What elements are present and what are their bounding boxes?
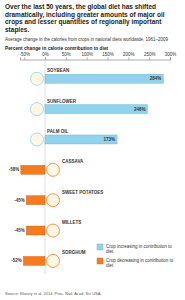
legend-label: Crop decreasing in contribution todiet [106,258,174,268]
data-label: 173% [104,137,116,142]
bar [45,135,117,144]
bar [45,74,163,83]
x-axis: -50% 0% 50% 100% 150% 200% 250% 300% [19,52,176,60]
text-line: Crop increasing in contribution to [106,244,172,249]
data-label: 284% [150,76,162,81]
tick: 300% [165,52,177,60]
data-label: -58% [9,167,20,172]
tick-label: 50% [62,52,71,57]
title: Over the last 50 years, the global diet … [5,3,165,34]
legend: Crop increasing in contribution todietCr… [97,244,174,268]
crop-icon [47,163,60,176]
tick-mark [108,58,109,60]
category-label: SWEET POTATOES [62,190,103,195]
tick: 200% [123,52,135,60]
labels: SOYBEAN 284% SUNFLOWER 246% PALM OIL 173% CASS… [9,68,162,263]
crop-icon [47,224,60,237]
tick-label: 200% [123,52,135,57]
category-label: SUNFLOWER [47,99,77,104]
tick: 0% [42,52,49,60]
data-label: -52% [11,258,22,263]
bar [21,165,45,174]
legend-label: Crop increasing in contribution todiet [106,244,172,254]
tick-label: 250% [144,52,156,57]
text-line: Average change in the calories from crop… [5,37,169,42]
crop-icon [47,194,60,207]
crop-icon [31,103,44,116]
source: Source: Khoury et al. 2014. Proc. Natl. … [5,291,102,296]
category-label: SOYBEAN [47,68,69,73]
text-line: Crop decreasing in contribution to [106,258,174,263]
legend-swatch [97,258,103,264]
data-label: -45% [14,198,25,203]
axis-title: Percent change in calorie contribution t… [5,46,109,51]
tick-label: 150% [102,52,114,57]
tick-label: -50% [19,52,30,57]
tick-label: 0% [42,52,49,57]
tick-label: 100% [81,52,93,57]
category-label: MILLETS [62,220,81,225]
tick: -50% [19,52,30,60]
tick-mark [128,58,129,60]
tick-label: 300% [165,52,177,57]
text-line: diet [106,263,114,268]
subtitle: Average change in the calories from crop… [5,37,169,42]
bar [23,256,45,265]
tick: 50% [62,52,71,60]
crop-icon [31,133,44,146]
bar [45,105,148,114]
category-label: CASSAVA [62,159,84,164]
tick: 150% [102,52,114,60]
text-line: diet [106,249,114,254]
axis-line [21,58,171,61]
data-label: -45% [14,228,25,233]
tick: 250% [144,52,156,60]
category-label: PALM OIL [47,129,68,134]
category-label: SORGHUM [62,250,86,255]
crop-icon [31,72,44,85]
chart: Over the last 50 years, the global diet … [0,0,185,300]
tick-mark [149,58,150,60]
tick-mark [45,58,46,60]
tick-mark [66,58,67,60]
tick: 100% [81,52,93,60]
tick-mark [170,58,171,60]
legend-swatch [97,244,103,250]
data-label: 246% [134,107,146,112]
bars [21,74,164,265]
bar [26,226,45,235]
tick-mark [87,58,88,60]
tick-mark [24,58,25,60]
bar [26,196,45,205]
text-line: staples. [5,26,29,34]
crop-icon [47,254,60,267]
